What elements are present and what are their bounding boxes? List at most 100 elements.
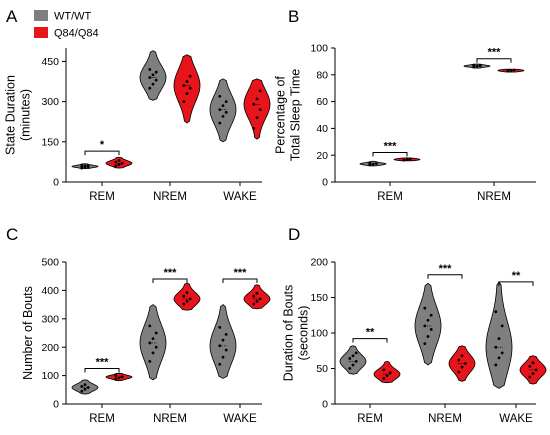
y-tick-label: 50: [316, 363, 328, 375]
data-point: [528, 375, 532, 379]
x-tick-label: REM: [89, 191, 115, 203]
significance-bracket: [84, 150, 120, 156]
panel-letter: B: [288, 7, 299, 26]
panel-a: A 0 150 300 450 State Duration(minutes) REM NRE…: [4, 7, 271, 203]
y-tick-label: 0: [322, 177, 328, 189]
data-point: [460, 365, 464, 369]
panel-letter: D: [288, 225, 300, 244]
data-point: [148, 68, 152, 71]
y-tick-label: 300: [41, 96, 59, 108]
data-point: [512, 68, 516, 72]
significance-label: ***: [164, 267, 178, 279]
data-point: [426, 335, 430, 338]
data-point: [86, 386, 90, 389]
data-point: [182, 100, 186, 103]
data-point: [182, 84, 186, 87]
violin-wt-wt: [139, 304, 167, 381]
data-point: [252, 102, 256, 106]
data-point: [463, 362, 467, 365]
x-tick-label: NREM: [428, 413, 462, 425]
significance-label: ***: [384, 141, 398, 153]
y-tick-label: 60: [316, 96, 328, 108]
legend: WT/WT Q84/Q84: [34, 10, 99, 40]
significance-bracket: [84, 368, 120, 373]
data-point: [351, 363, 355, 367]
significance-bracket: [498, 281, 534, 286]
y-axis-title-line: State Duration: [4, 75, 18, 155]
data-point: [224, 333, 228, 336]
y-axis-title-line: (minutes): [19, 89, 33, 141]
y-tick-label: 0: [322, 399, 328, 411]
violin-q84-q84: [105, 156, 133, 169]
data-point: [252, 302, 256, 306]
data-point: [114, 377, 118, 381]
data-point: [221, 338, 225, 342]
data-point: [472, 63, 476, 67]
data-point: [114, 374, 118, 377]
significance-bracket: [427, 274, 463, 279]
data-point: [494, 363, 498, 367]
data-point: [154, 78, 158, 82]
data-point: [500, 324, 504, 328]
data-point: [117, 376, 121, 380]
data-point: [221, 114, 225, 118]
significance-label: **: [366, 327, 375, 339]
y-tick-label: 150: [41, 136, 59, 148]
data-point: [460, 354, 464, 358]
significance-bracket: [372, 152, 408, 157]
significance-bracket: [152, 278, 188, 284]
data-point: [478, 64, 482, 68]
y-tick-label: 0: [53, 177, 59, 189]
data-point: [218, 325, 222, 329]
data-point: [354, 351, 358, 355]
y-tick-label: 100: [310, 43, 328, 55]
data-point: [221, 355, 225, 359]
y-axis-title-line: Percentage of: [274, 76, 288, 154]
data-point: [429, 313, 433, 317]
y-tick-label: 150: [310, 292, 328, 304]
x-tick-label: WAKE: [499, 413, 533, 425]
y-axis-title-line: Duration of Bouts: [282, 285, 296, 382]
data-point: [351, 354, 355, 358]
data-point: [151, 82, 155, 86]
y-tick-label: 100: [310, 328, 328, 340]
data-point: [429, 328, 433, 331]
data-point: [83, 164, 87, 168]
y-axis-title-line: Total Sleep Time: [289, 69, 303, 161]
panel-c: C 0 100 200 300 400 500 Number of Bouts REM NREM W…: [6, 225, 271, 425]
x-tick-label: NREM: [153, 413, 187, 425]
data-point: [80, 163, 84, 167]
y-tick-label: 20: [316, 150, 328, 162]
significance-bracket: [352, 338, 388, 343]
data-point: [457, 358, 461, 362]
data-point: [252, 294, 256, 298]
data-point: [494, 345, 498, 349]
data-point: [80, 384, 84, 388]
data-point: [224, 110, 228, 114]
violin-wt-wt: [209, 304, 237, 379]
data-point: [408, 157, 412, 161]
violin-wt-wt: [414, 282, 442, 366]
data-point: [114, 160, 118, 164]
y-tick-label: 40: [316, 123, 328, 135]
data-point: [117, 159, 121, 162]
x-tick-label: REM: [357, 413, 383, 425]
data-point: [402, 158, 406, 162]
data-point: [218, 108, 222, 112]
data-point: [497, 356, 501, 360]
y-axis-title: Duration of Bouts(seconds): [282, 285, 311, 382]
legend-entry: Q84/Q84: [54, 28, 99, 40]
data-point: [382, 368, 386, 372]
data-point: [151, 351, 155, 355]
data-point: [385, 374, 389, 377]
data-point: [148, 360, 152, 363]
panel-letter: A: [6, 7, 18, 26]
data-point: [382, 377, 386, 380]
data-point: [218, 94, 222, 98]
data-point: [185, 299, 189, 303]
data-point: [148, 324, 152, 328]
data-point: [475, 64, 479, 68]
data-point: [494, 310, 498, 314]
significance-label: **: [512, 270, 521, 282]
data-point: [374, 162, 378, 166]
